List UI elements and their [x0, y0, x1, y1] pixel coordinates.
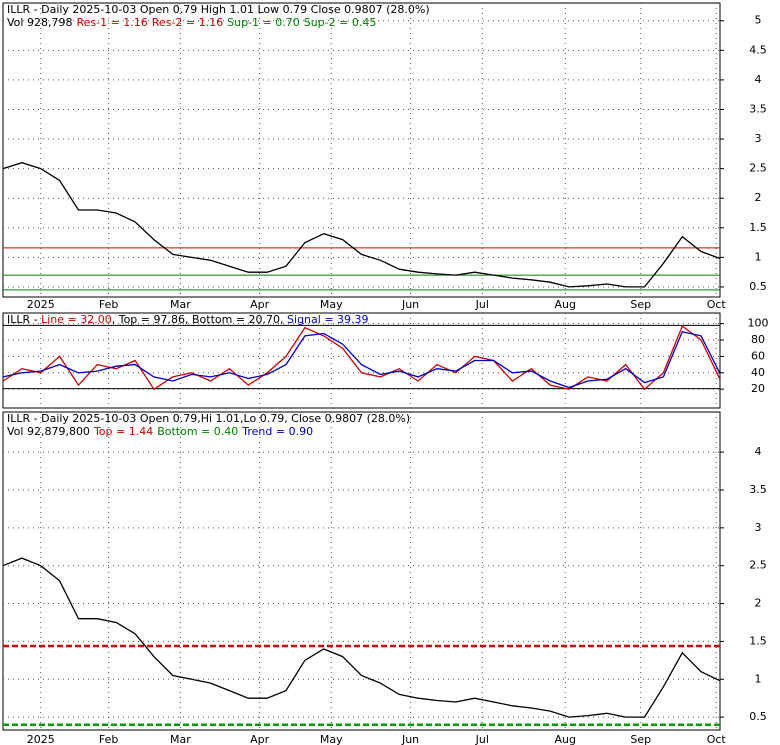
y-tick-label: 20 — [751, 382, 765, 395]
header-text: ILLR - Daily 2025-10-03 Open 0.79 High 1… — [7, 3, 430, 16]
y-tick-label: 1.5 — [749, 634, 767, 647]
y-tick-label: 2.5 — [749, 559, 767, 572]
y-tick-label: 3 — [755, 521, 762, 534]
y-tick-label: 5 — [755, 14, 762, 27]
x-tick-label: Mar — [170, 733, 191, 745]
y-tick-label: 0.5 — [749, 710, 767, 723]
y-tick-label: 2.5 — [749, 162, 767, 175]
y-tick-label: 60 — [751, 349, 765, 362]
panel-frame — [2, 312, 721, 409]
header-text: Trend = 0.90 — [241, 425, 313, 438]
header-text: Signal = 39.39 — [287, 313, 369, 326]
y-tick-label: 3 — [755, 132, 762, 145]
x-tick-label: Jul — [475, 298, 489, 311]
x-tick-label: Sep — [630, 733, 651, 745]
x-tick-label: Sep — [630, 298, 651, 311]
header-text: ILLR - — [7, 313, 41, 326]
header-line: Vol 92,879,800 Top = 1.44 Bottom = 0.40 Tre… — [7, 425, 313, 438]
x-tick-label: Jun — [401, 298, 419, 311]
panel-frame — [2, 411, 721, 731]
header-text: Res-1 = 1.16 — [76, 16, 147, 29]
y-tick-label: 80 — [751, 333, 765, 346]
header-text: Res-2 = 1.16 — [152, 16, 223, 29]
y-tick-label: 0.5 — [749, 280, 767, 293]
x-tick-label: Oct — [707, 733, 727, 745]
header-line: Vol 928,798 Res-1 = 1.16 Res-2 = 1.16 Sup-1… — [7, 16, 376, 29]
series-line — [2, 162, 721, 288]
x-tick-label: Jul — [475, 733, 489, 745]
header-line: ILLR - Line = 32.00, Top = 97.86, Bottom… — [7, 313, 369, 326]
x-tick-label: Apr — [250, 298, 270, 311]
y-tick-label: 4 — [755, 445, 762, 458]
y-tick-label: 3.5 — [749, 102, 767, 115]
header-text: Top = 1.44 — [93, 425, 153, 438]
x-tick-label: May — [320, 733, 343, 745]
x-tick-label: 2025 — [27, 298, 55, 311]
y-tick-label: 3.5 — [749, 483, 767, 496]
header-text: ILLR - Daily 2025-10-03 Open 0.79,Hi 1.0… — [7, 412, 410, 425]
y-tick-label: 2 — [755, 191, 762, 204]
x-tick-label: Jun — [401, 733, 419, 745]
y-tick-label: 1 — [755, 250, 762, 263]
header-text: Bottom = 0.40 — [157, 425, 238, 438]
x-tick-label: Feb — [99, 298, 118, 311]
y-tick-label: 40 — [751, 366, 765, 379]
header-text: Sup-1 = 0.70 — [227, 16, 300, 29]
x-tick-label: 2025 — [27, 733, 55, 745]
x-tick-label: May — [320, 298, 343, 311]
series-line — [2, 557, 721, 718]
x-tick-label: Mar — [170, 298, 191, 311]
header-text: Vol 92,879,800 — [7, 425, 90, 438]
series-line — [2, 331, 721, 389]
x-tick-label: Apr — [250, 733, 270, 745]
header-text: Vol 928,798 — [7, 16, 72, 29]
x-tick-label: Aug — [555, 298, 576, 311]
y-tick-label: 100 — [748, 317, 769, 330]
y-tick-label: 2 — [755, 597, 762, 610]
header-line: ILLR - Daily 2025-10-03 Open 0.79 High 1… — [7, 3, 430, 16]
x-tick-label: Aug — [555, 733, 576, 745]
y-tick-label: 4 — [755, 73, 762, 86]
x-tick-label: Oct — [707, 298, 727, 311]
header-text: Line = 32.00 — [41, 313, 112, 326]
series-line — [2, 325, 721, 391]
y-tick-label: 1.5 — [749, 221, 767, 234]
header-text: Sup-2 = 0.45 — [304, 16, 377, 29]
panel-frame — [2, 2, 721, 298]
y-tick-label: 4.5 — [749, 43, 767, 56]
header-line: ILLR - Daily 2025-10-03 Open 0.79,Hi 1.0… — [7, 412, 410, 425]
y-tick-label: 1 — [755, 672, 762, 685]
header-text: , Top = 97.86, Bottom = 20.70, — [112, 313, 287, 326]
x-tick-label: Feb — [99, 733, 118, 745]
